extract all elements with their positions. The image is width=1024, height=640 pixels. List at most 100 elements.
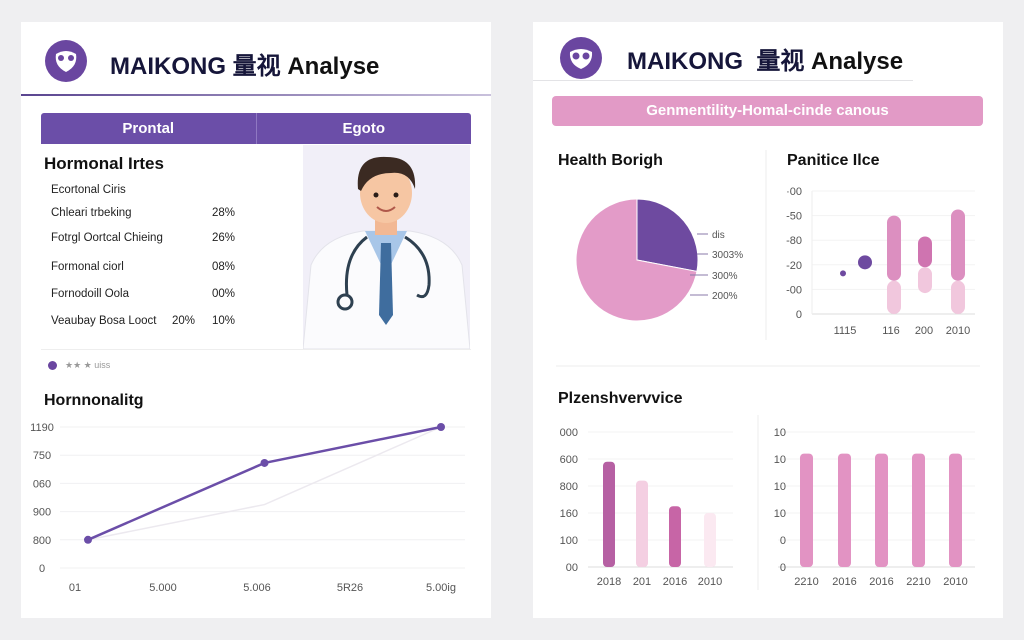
x-tick-label: 2010 [946, 325, 970, 337]
y-tick-label: -00 [786, 284, 802, 296]
row-extra: 20% [172, 315, 196, 327]
y-tick-label: 100 [560, 535, 578, 547]
y-tick-label: ·00 [786, 186, 802, 198]
row-value: 10% [212, 315, 236, 327]
app-title: MAIKONG 量视 Analyse [627, 48, 904, 75]
bottom-chart-title: Plzenshvervvice [558, 390, 683, 407]
x-tick-label: 2018 [597, 576, 621, 588]
y-tick-label: 1190 [30, 422, 54, 434]
bar-chart-title: Panitice Ilce [787, 152, 880, 169]
row-label: Fotrgl Oortcal Chieing [51, 232, 163, 244]
header-divider [533, 80, 913, 81]
charts-area: dis 3003% 300% 200% 0 -00 -20 -80 -50 ·00 1115 116 2… [556, 150, 980, 590]
x-tick-label: 5.00ig [426, 582, 456, 594]
x-tick-label: 2016 [832, 576, 856, 588]
x-tick-label: 5.000 [149, 582, 177, 594]
brand-logo-icon [560, 37, 602, 79]
x-tick-label: 116 [882, 325, 900, 337]
y-tick-label: 800 [33, 535, 51, 547]
row-label: Chleari trbeking [51, 207, 132, 219]
y-tick-label: 10 [774, 427, 786, 439]
y-tick-label: 800 [560, 481, 578, 493]
bar [949, 453, 962, 567]
bar-upper [887, 215, 901, 281]
pie-slice [575, 198, 698, 322]
right-panel: MAIKONG 量视 Analyse Genmentility-Homal-ci… [533, 22, 1003, 618]
y-tick-label: -80 [786, 235, 802, 247]
x-tick-label: 5R26 [337, 582, 363, 594]
y-tick-label: 600 [560, 454, 578, 466]
y-tick-label: 0 [796, 309, 802, 321]
bar [704, 513, 716, 567]
bar [636, 480, 648, 567]
legend-dot-icon [48, 361, 57, 370]
y-tick-label: 10 [774, 481, 786, 493]
header-divider [21, 94, 491, 96]
y-tick-label: 900 [33, 507, 51, 519]
data-point [437, 423, 445, 431]
section-title: Hormonal Irtes [44, 154, 164, 173]
pie-chart-title: Health Borigh [558, 152, 663, 169]
pie-label: 3003% [712, 250, 743, 261]
y-tick-label: 0 [780, 562, 786, 574]
left-panel: MAIKONG 量视 Analyse Prontal Egoto Hormona… [21, 22, 491, 618]
y-tick-label: 10 [774, 508, 786, 520]
tab-egoto[interactable]: Egoto [255, 113, 472, 144]
x-tick-label: 2016 [663, 576, 687, 588]
bar [669, 506, 681, 567]
data-dot [858, 255, 872, 270]
y-tick-label: 0 [39, 563, 45, 575]
line-series [87, 426, 442, 541]
data-point [84, 535, 92, 544]
x-tick-label: 200 [915, 325, 933, 337]
y-tick-label: 750 [33, 450, 51, 462]
bar-lower [918, 267, 932, 294]
data-dot [840, 270, 846, 277]
row-label: Fornodoill Oola [51, 288, 129, 300]
pie-slice [636, 198, 699, 273]
pie-label: 200% [712, 291, 738, 302]
x-tick-label: 2210 [794, 576, 818, 588]
y-tick-label: 10 [774, 454, 786, 466]
x-tick-label: 2016 [869, 576, 893, 588]
bar-lower [951, 280, 965, 314]
pie-label: dis [712, 230, 725, 241]
x-tick-label: 2210 [906, 576, 930, 588]
x-tick-label: 2010 [943, 576, 967, 588]
y-tick-label: 160 [560, 508, 578, 520]
row-value: 28% [212, 207, 236, 219]
bar [875, 453, 888, 567]
legend-text: ★★ ★ uiss [65, 360, 111, 370]
row-label: Veaubay Bosa Looct [51, 315, 157, 327]
y-tick-label: 0 [780, 535, 786, 547]
y-tick-label: -20 [786, 260, 802, 272]
brand-logo-icon [45, 40, 87, 82]
row-label: Formonal ciorl [51, 261, 124, 273]
bar-lower [887, 280, 901, 314]
tab-bar: Prontal Egoto [41, 113, 471, 144]
y-tick-label: 000 [560, 427, 578, 439]
doctor-illustration [302, 145, 471, 350]
y-tick-label: -50 [786, 211, 802, 223]
app-title: MAIKONG 量视 Analyse [110, 53, 380, 80]
section-divider [41, 349, 471, 350]
bar [800, 453, 813, 567]
line-chart-title: Hornnonalitg [44, 392, 144, 409]
banner: Genmentility-Homal-cinde canous [552, 96, 983, 126]
line-chart: 0 800 900 060 750 1190 01 5.000 5.006 5R26 5.00ig [30, 422, 465, 594]
bar [838, 453, 851, 567]
x-tick-label: 2010 [698, 576, 722, 588]
row-value: 00% [212, 288, 236, 300]
data-point [260, 458, 269, 467]
row-value: 08% [212, 261, 236, 273]
bar-upper [918, 236, 932, 268]
y-tick-label: 060 [33, 478, 51, 490]
x-tick-label: 201 [633, 576, 651, 588]
bar [912, 453, 925, 567]
bar-upper [951, 209, 965, 281]
x-tick-label: 01 [69, 582, 81, 594]
tab-prontal[interactable]: Prontal [122, 120, 175, 137]
row-label: Ecortonal Ciris [51, 184, 126, 196]
x-tick-label: 5.006 [243, 582, 271, 594]
y-tick-label: 00 [566, 562, 578, 574]
